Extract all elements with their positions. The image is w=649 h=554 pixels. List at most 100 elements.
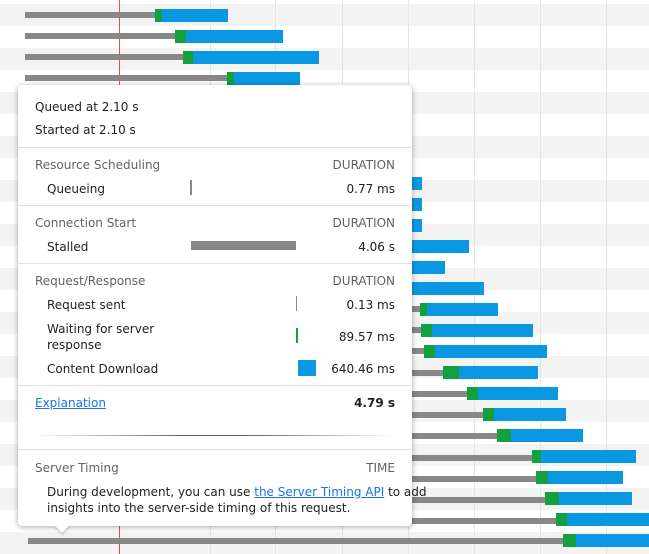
- waiting-bar: [483, 408, 494, 421]
- waiting-bar: [443, 366, 459, 379]
- download-bar: [410, 261, 445, 274]
- explanation-link[interactable]: Explanation: [35, 396, 106, 410]
- download-bar: [234, 72, 300, 85]
- download-bar: [435, 345, 547, 358]
- download-bar: [427, 303, 498, 316]
- duration-header: DURATION: [332, 216, 395, 230]
- divider: [18, 449, 412, 450]
- total-divider: [35, 435, 395, 436]
- grid-line: [606, 0, 607, 554]
- waterfall-row[interactable]: [0, 48, 649, 70]
- waiting-bar: [424, 345, 435, 358]
- waiting-bar: [545, 492, 559, 505]
- waiting-bar: [183, 51, 193, 64]
- waiting-bar: [556, 513, 567, 526]
- duration-header: DURATION: [332, 274, 395, 288]
- section-title-resource-scheduling: Resource Scheduling: [35, 158, 161, 172]
- stalled-duration: 4.06 s: [358, 240, 395, 254]
- total-duration: 4.79 s: [354, 396, 395, 410]
- download-bar: [410, 198, 422, 211]
- server-timing-text-before: During development, you can use: [47, 485, 255, 499]
- download-bar: [162, 9, 228, 22]
- tooltip-caret: [54, 525, 70, 533]
- download-bar: [410, 219, 422, 232]
- explanation-link-text[interactable]: Explanation: [35, 396, 106, 410]
- stalled-bar: [410, 497, 545, 503]
- duration-header: DURATION: [332, 158, 395, 172]
- stalled-bar: [410, 476, 536, 482]
- waiting-bar: [532, 450, 541, 463]
- download-bar: [511, 429, 583, 442]
- download-bar: [410, 282, 484, 295]
- server-timing-text-after: to add: [384, 485, 427, 499]
- started-at-text: Started at 2.10 s: [35, 123, 136, 137]
- stalled-label: Stalled: [47, 240, 89, 254]
- stalled-bar: [25, 54, 183, 60]
- waiting-bar: [175, 30, 186, 43]
- queueing-bar: [190, 180, 192, 195]
- divider: [18, 205, 412, 206]
- waiting-label: Waiting for server: [47, 322, 155, 336]
- waiting-bar: [421, 324, 432, 337]
- time-header: TIME: [366, 461, 395, 475]
- stalled-bar: [410, 348, 424, 354]
- grid-line: [474, 0, 475, 554]
- timing-tooltip: Queued at 2.10 s Started at 2.10 s Resou…: [18, 85, 427, 533]
- stalled-bar: [410, 391, 467, 397]
- stalled-bar: [410, 455, 532, 461]
- waiting-duration: 89.57 ms: [338, 330, 395, 344]
- download-bar: [541, 450, 636, 463]
- waiting-bar: [497, 429, 511, 442]
- waiting-bar: [155, 9, 162, 22]
- section-title-connection-start: Connection Start: [35, 216, 137, 230]
- grid-line: [540, 0, 541, 554]
- stalled-bar: [410, 370, 443, 376]
- stalled-bar: [410, 433, 497, 439]
- download-bar: [494, 408, 566, 421]
- download-bar: [459, 366, 538, 379]
- content-download-duration: 640.46 ms: [331, 362, 395, 376]
- section-title-request-response: Request/Response: [35, 274, 146, 288]
- request-sent-duration: 0.13 ms: [346, 298, 395, 312]
- waiting-bar: [227, 72, 234, 85]
- download-bar: [548, 471, 623, 484]
- waiting-bar: [420, 303, 427, 316]
- request-sent-label: Request sent: [47, 298, 126, 312]
- download-bar: [410, 240, 469, 253]
- request-sent-bar: [296, 296, 297, 311]
- queueing-label: Queueing: [47, 182, 105, 196]
- queued-at-text: Queued at 2.10 s: [35, 100, 139, 114]
- stalled-bar: [410, 518, 556, 524]
- content-download-bar: [298, 360, 316, 376]
- waiting-bar: [536, 471, 548, 484]
- stalled-bar: [410, 327, 421, 333]
- stalled-bar: [28, 538, 563, 544]
- waiting-duration-bar: [296, 328, 298, 343]
- download-bar: [478, 387, 558, 400]
- queueing-duration: 0.77 ms: [346, 182, 395, 196]
- waiting-bar: [563, 534, 576, 547]
- download-bar: [576, 534, 649, 547]
- download-bar: [410, 177, 422, 190]
- server-timing-text: During development, you can use the Serv…: [47, 485, 427, 499]
- waiting-label-line2: response: [47, 338, 102, 352]
- waiting-bar: [467, 387, 478, 400]
- download-bar: [186, 30, 283, 43]
- stalled-duration-bar: [191, 241, 296, 250]
- download-bar: [567, 513, 649, 526]
- download-bar: [193, 51, 319, 64]
- section-title-server-timing: Server Timing: [35, 461, 119, 475]
- stalled-bar: [410, 306, 420, 312]
- download-bar: [559, 492, 632, 505]
- divider: [18, 385, 412, 386]
- stalled-bar: [25, 75, 227, 81]
- stalled-bar: [25, 12, 155, 18]
- content-download-label: Content Download: [47, 362, 159, 376]
- server-timing-text-line2: insights into the server-side timing of …: [47, 501, 351, 515]
- download-bar: [432, 324, 533, 337]
- server-timing-api-link[interactable]: the Server Timing API: [254, 485, 385, 499]
- stalled-bar: [410, 412, 483, 418]
- divider: [18, 263, 412, 264]
- stalled-bar: [25, 33, 175, 39]
- divider: [18, 147, 412, 148]
